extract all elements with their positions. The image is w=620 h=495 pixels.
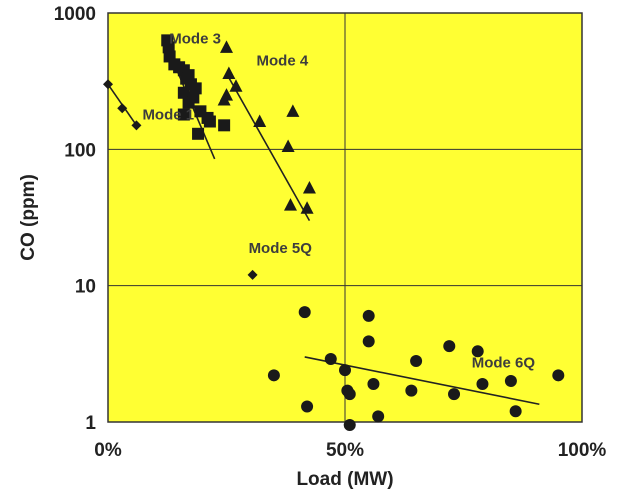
mode-5q-point-1 bbox=[247, 269, 258, 280]
mode-3-point-13 bbox=[182, 96, 195, 109]
mode-6q-point-17 bbox=[471, 345, 484, 358]
mode-4-point-3 bbox=[229, 79, 243, 92]
mode-6q-point-1 bbox=[298, 306, 311, 319]
mode-6q-point-13 bbox=[405, 384, 418, 397]
x-tick-label-0: 0% bbox=[94, 440, 122, 461]
x-tick-label-50: 50% bbox=[326, 440, 364, 461]
mode-4-point-2 bbox=[222, 66, 236, 79]
mode-6q-label: Mode 6Q bbox=[472, 354, 536, 371]
mode-6q-point-14 bbox=[410, 355, 423, 368]
mode-4-point-10 bbox=[283, 198, 297, 211]
series-labels: Mode 1 Mode 3 Mode 4 Mode 5Q Mode 6Q bbox=[142, 30, 535, 371]
mode-3-point-10 bbox=[189, 82, 202, 95]
tick-labels: 0% 50% 100% 1 10 100 1000 bbox=[54, 4, 607, 461]
mode-3-point-16 bbox=[203, 115, 216, 128]
mode-3-point-11 bbox=[177, 86, 190, 99]
mode-3-point-2 bbox=[162, 41, 175, 54]
mode-6q-point-9 bbox=[362, 309, 375, 322]
mode-4-point-8 bbox=[281, 139, 295, 152]
mode-6q-point-3 bbox=[301, 400, 314, 413]
grid-lines bbox=[108, 13, 582, 422]
mode-1-label: Mode 1 bbox=[142, 106, 194, 123]
mode-6q-point-19 bbox=[504, 374, 517, 387]
mode-4-label: Mode 4 bbox=[257, 52, 309, 69]
mode-6q-point-20 bbox=[509, 405, 522, 418]
mode-5q-label: Mode 5Q bbox=[249, 240, 313, 257]
x-axis-title: Load (MW) bbox=[296, 469, 393, 490]
x-tick-label-100: 100% bbox=[558, 440, 607, 461]
mode-1-point-1 bbox=[103, 79, 113, 90]
mode-3-label: Mode 3 bbox=[169, 30, 221, 47]
mode-4-point-9 bbox=[302, 181, 316, 194]
mode-1-point-3 bbox=[131, 120, 142, 131]
mode-4-point-11 bbox=[300, 201, 314, 214]
mode-6q-point-10 bbox=[362, 335, 375, 348]
mode-3-point-17 bbox=[177, 108, 190, 121]
mode-6q-point-5 bbox=[339, 364, 351, 377]
y-tick-label-10: 10 bbox=[75, 277, 96, 298]
y-tick-label-100: 100 bbox=[64, 140, 96, 161]
mode-6q-point-8 bbox=[343, 419, 356, 432]
y-tick-label-1: 1 bbox=[85, 413, 96, 434]
y-tick-label-1000: 1000 bbox=[54, 4, 96, 25]
mode-6q-point-15 bbox=[443, 340, 456, 353]
mode-1-point-2 bbox=[117, 103, 128, 114]
mode-6q-point-12 bbox=[372, 410, 385, 423]
mode-4-point-5 bbox=[217, 93, 231, 106]
mode-4-point-7 bbox=[286, 104, 300, 117]
mode-4-point-6 bbox=[253, 114, 267, 128]
mode-6q-point-4 bbox=[324, 352, 337, 365]
mode-6q-point-16 bbox=[448, 388, 461, 401]
y-axis-title: CO (ppm) bbox=[18, 174, 39, 261]
mode-6q-point-18 bbox=[476, 377, 489, 390]
mode-3-point-18 bbox=[192, 127, 205, 140]
mode-6q-point-21 bbox=[552, 369, 565, 382]
mode-6q-point-2 bbox=[267, 369, 280, 382]
mode-4-point-1 bbox=[220, 40, 233, 53]
data-points bbox=[103, 34, 565, 432]
mode-6q-point-11 bbox=[367, 377, 380, 390]
mode-4-trend-line bbox=[225, 73, 311, 222]
mode-3-point-19 bbox=[218, 119, 231, 132]
mode-6q-point-7 bbox=[343, 388, 356, 401]
